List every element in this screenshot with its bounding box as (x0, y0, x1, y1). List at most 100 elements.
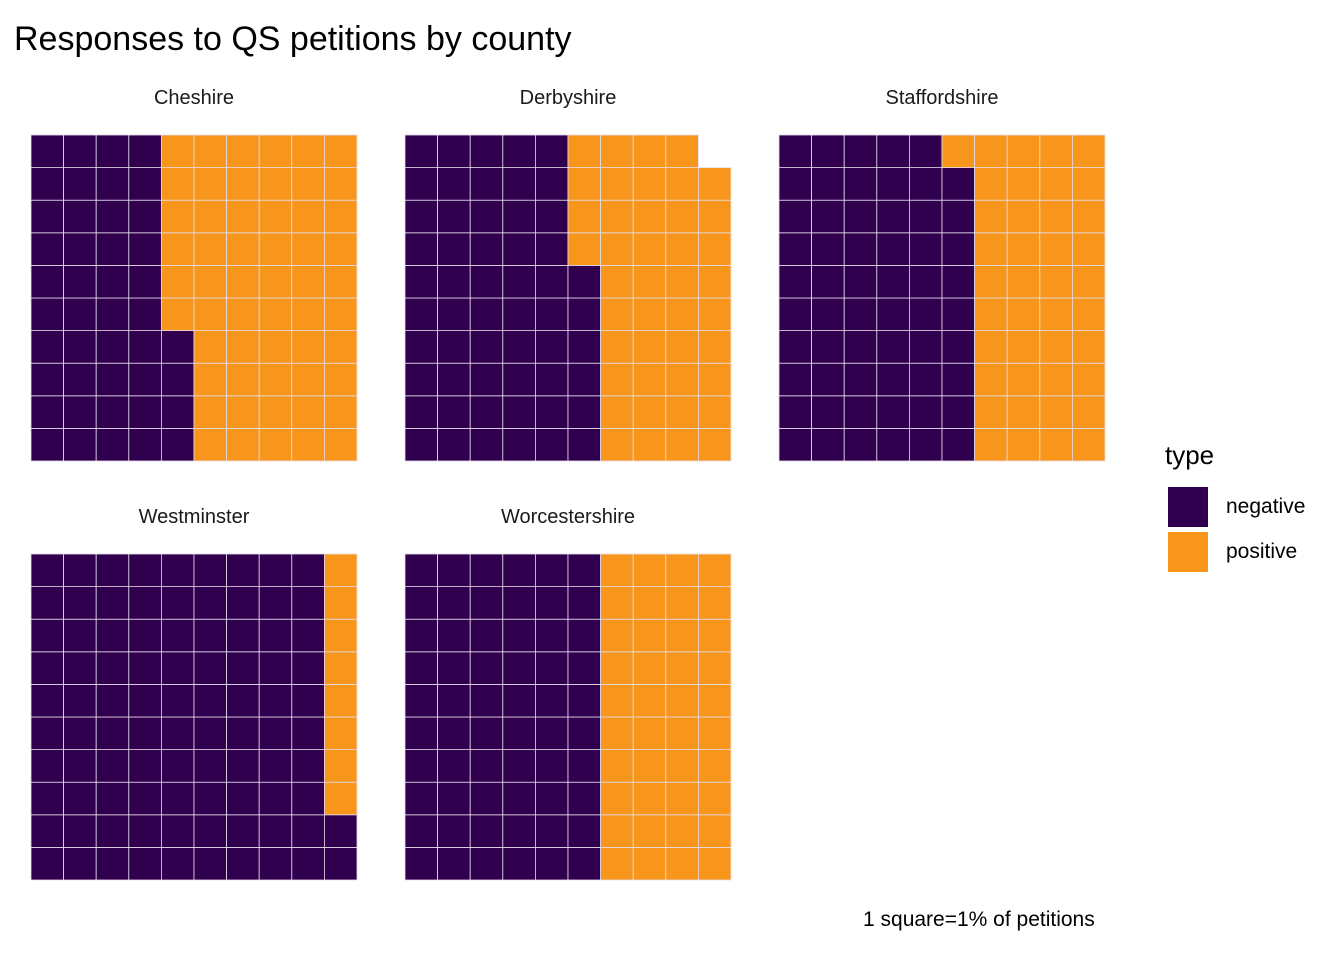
panel-worcestershire: Worcestershire (404, 506, 732, 881)
square-negative (811, 427, 845, 462)
square-negative (63, 427, 97, 462)
square-negative (567, 297, 601, 331)
square-positive (1039, 134, 1073, 168)
square-negative (437, 167, 471, 201)
legend-title: type (1165, 440, 1215, 470)
square-negative (502, 716, 536, 750)
square-negative (567, 814, 601, 848)
square-negative (226, 651, 260, 685)
square-positive (974, 427, 1008, 462)
square-negative (535, 651, 569, 685)
square-positive (1006, 395, 1041, 429)
panel-title: Derbyshire (520, 87, 617, 109)
square-positive (698, 586, 732, 620)
square-positive (1006, 199, 1041, 234)
square-positive (698, 297, 732, 331)
square-positive (632, 814, 667, 848)
square-positive (258, 167, 293, 201)
square-negative (535, 134, 569, 168)
square-negative (404, 264, 438, 299)
square-negative (404, 716, 438, 750)
square-positive (323, 167, 358, 201)
square-positive (600, 395, 634, 429)
square-negative (128, 684, 162, 718)
square-positive (1072, 427, 1106, 462)
square-negative (128, 134, 162, 168)
square-negative (567, 847, 601, 881)
square-negative (437, 199, 471, 234)
square-positive (698, 167, 732, 201)
square-positive (258, 264, 293, 299)
square-negative (535, 684, 569, 718)
square-negative (128, 847, 162, 881)
square-negative (128, 395, 162, 429)
square-negative (193, 651, 227, 685)
square-positive (665, 847, 699, 881)
square-positive (1072, 199, 1106, 234)
square-negative (469, 749, 504, 783)
square-negative (63, 781, 97, 816)
square-positive (698, 362, 732, 397)
square-positive (632, 330, 667, 364)
chart-title: Responses to QS petitions by county (14, 20, 572, 58)
square-positive (698, 716, 732, 750)
square-positive (632, 847, 667, 881)
square-positive (600, 847, 634, 881)
square-negative (63, 684, 97, 718)
square-positive (600, 167, 634, 201)
square-negative (469, 553, 504, 587)
square-positive (600, 814, 634, 848)
square-negative (95, 618, 130, 653)
square-negative (291, 651, 325, 685)
square-positive (291, 199, 325, 234)
square-negative (160, 716, 195, 750)
square-positive (567, 232, 601, 266)
square-positive (160, 167, 195, 201)
square-negative (30, 134, 64, 168)
square-negative (258, 651, 293, 685)
square-positive (698, 264, 732, 299)
square-negative (63, 362, 97, 397)
square-negative (226, 781, 260, 816)
square-positive (193, 330, 227, 364)
square-negative (30, 847, 64, 881)
square-negative (535, 553, 569, 587)
square-negative (535, 781, 569, 816)
square-negative (226, 553, 260, 587)
square-positive (632, 297, 667, 331)
square-negative (567, 716, 601, 750)
square-positive (600, 716, 634, 750)
square-positive (1039, 232, 1073, 266)
square-negative (502, 297, 536, 331)
square-positive (291, 134, 325, 168)
square-negative (404, 297, 438, 331)
square-negative (469, 264, 504, 299)
square-negative (437, 134, 471, 168)
square-positive (567, 199, 601, 234)
square-positive (323, 232, 358, 266)
square-negative (876, 134, 910, 168)
square-negative (502, 134, 536, 168)
square-positive (600, 297, 634, 331)
square-negative (128, 264, 162, 299)
square-negative (909, 297, 943, 331)
square-positive (1039, 264, 1073, 299)
square-negative (876, 264, 910, 299)
square-negative (226, 716, 260, 750)
square-negative (193, 749, 227, 783)
square-positive (226, 167, 260, 201)
square-negative (95, 586, 130, 620)
panel-title: Cheshire (154, 87, 234, 109)
square-positive (160, 134, 195, 168)
square-negative (193, 684, 227, 718)
square-negative (535, 362, 569, 397)
square-negative (567, 264, 601, 299)
square-positive (1072, 362, 1106, 397)
square-negative (843, 362, 878, 397)
square-negative (843, 297, 878, 331)
square-negative (502, 199, 536, 234)
square-positive (665, 264, 699, 299)
square-negative (30, 362, 64, 397)
square-positive (291, 232, 325, 266)
square-negative (30, 651, 64, 685)
